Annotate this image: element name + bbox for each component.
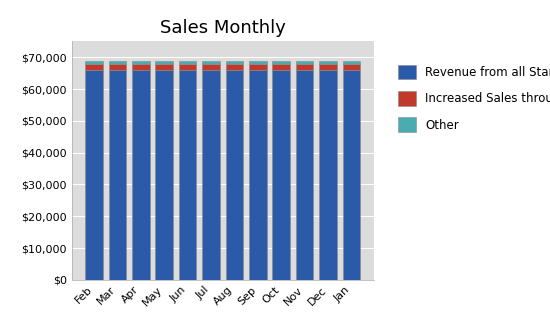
Bar	[132, 64, 150, 70]
Bar	[272, 61, 290, 64]
Bar	[85, 70, 103, 280]
Bar	[320, 70, 337, 280]
Bar	[272, 64, 290, 70]
Bar	[249, 61, 267, 64]
Bar	[202, 64, 220, 70]
Bar	[272, 70, 290, 280]
Bar	[226, 64, 243, 70]
Bar	[226, 70, 243, 280]
Bar	[202, 70, 220, 280]
Bar	[109, 64, 126, 70]
Bar	[249, 64, 267, 70]
Bar	[226, 61, 243, 64]
Bar	[85, 64, 103, 70]
Bar	[296, 70, 314, 280]
Bar	[320, 64, 337, 70]
Bar	[202, 61, 220, 64]
Bar	[179, 64, 196, 70]
Title: Sales Monthly: Sales Monthly	[160, 19, 285, 37]
Legend: Revenue from all Standard Strea, Increased Sales through websitе, Other: Revenue from all Standard Strea, Increas…	[392, 59, 550, 138]
Bar	[179, 70, 196, 280]
Bar	[296, 61, 314, 64]
Bar	[156, 70, 173, 280]
Bar	[249, 70, 267, 280]
Bar	[156, 64, 173, 70]
Bar	[296, 64, 314, 70]
Bar	[109, 70, 126, 280]
Bar	[320, 61, 337, 64]
Bar	[132, 61, 150, 64]
Bar	[85, 61, 103, 64]
Bar	[109, 61, 126, 64]
Bar	[343, 61, 360, 64]
Bar	[343, 64, 360, 70]
Bar	[132, 70, 150, 280]
Bar	[179, 61, 196, 64]
Bar	[343, 70, 360, 280]
Bar	[156, 61, 173, 64]
